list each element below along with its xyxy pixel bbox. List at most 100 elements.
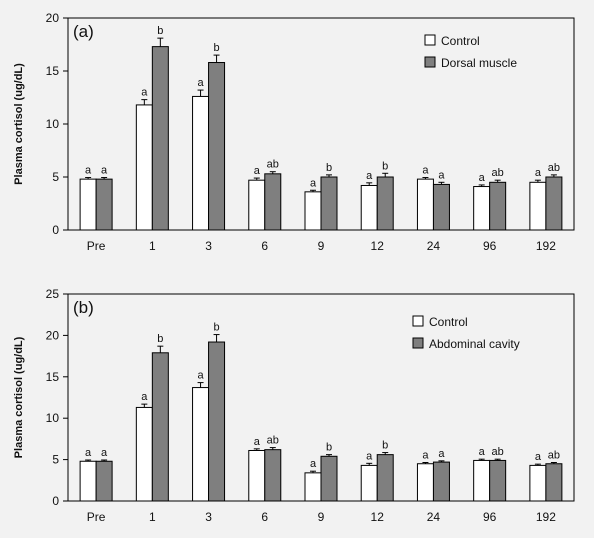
x-tick-label-b-0: Pre [87,510,106,524]
x-tick-label-a-3: 6 [261,239,268,253]
bar-a-s0-5 [360,184,378,231]
sig-letter-a-s1-0: a [101,165,108,177]
bar-b-s1-6 [432,461,450,502]
y-axis-label-a: Plasma cortisol (ug/dL) [13,63,25,185]
sig-letter-b-s1-6: a [438,448,445,460]
bar-b-s1-8 [545,463,563,502]
x-tick-label-a-5: 12 [371,239,385,253]
y-tick-label-a-2: 10 [46,117,60,131]
sig-letter-b-s0-0: a [85,447,92,459]
y-tick-label-a-4: 20 [46,11,60,25]
bar-a-s0-1 [135,104,153,231]
y-tick-label-b-1: 5 [52,453,59,467]
sig-letter-a-s1-6: a [438,169,445,181]
sig-letter-b-s1-2: b [213,322,219,334]
bar-b-s1-5 [376,454,394,502]
bar-a-s1-8 [545,176,563,231]
bar-a-s1-4 [320,176,338,231]
sig-letter-a-s1-7: ab [492,167,504,179]
y-tick-label-b-3: 15 [46,370,60,384]
x-tick-label-b-5: 12 [371,510,385,524]
bar-a-s0-8 [529,181,547,231]
x-tick-label-b-2: 3 [205,510,212,524]
bar-a-s1-6 [432,183,450,231]
y-tick-label-b-5: 25 [46,287,60,301]
y-tick-label-a-0: 0 [52,223,59,237]
bar-b-s1-0 [95,460,113,502]
bar-a-s0-3 [248,179,266,231]
sig-letter-a-s1-2: b [213,42,219,54]
sig-letter-a-s1-3: ab [267,159,279,171]
bar-a-s0-6 [416,178,434,231]
x-tick-label-a-7: 96 [483,239,497,253]
bar-a-s1-5 [376,176,394,231]
x-tick-label-b-4: 9 [318,510,325,524]
bar-a-s0-0 [79,178,97,231]
sig-letter-a-s1-1: b [157,25,163,37]
sig-letter-a-s0-4: a [310,177,317,189]
bar-b-s0-5 [360,464,378,502]
sig-letter-a-s0-1: a [141,87,148,99]
sig-letter-b-s0-4: a [310,458,317,470]
bar-a-s1-0 [95,178,113,231]
x-tick-label-a-2: 3 [205,239,212,253]
sig-letter-a-s1-5: b [382,160,388,172]
sig-letter-b-s1-1: b [157,333,163,345]
sig-letter-a-s0-2: a [197,77,204,89]
sig-letter-b-s0-7: a [479,446,486,458]
sig-letter-b-s0-3: a [254,436,261,448]
sig-letter-b-s1-8: ab [548,449,560,461]
sig-letter-b-s1-7: ab [492,446,504,458]
legend-swatch-a-0 [424,34,436,46]
legend-label-a-1: Dorsal muscle [441,56,517,70]
sig-letter-a-s1-8: ab [548,162,560,174]
y-tick-label-a-3: 15 [46,64,60,78]
legend-swatch-b-0 [412,315,424,327]
y-tick-label-b-2: 10 [46,411,60,425]
bar-b-s0-1 [135,406,153,502]
sig-letter-b-s1-0: a [101,447,108,459]
sig-letter-b-s0-1: a [141,391,148,403]
y-tick-label-b-0: 0 [52,494,59,508]
bar-a-s1-7 [489,181,507,231]
bar-a-s0-2 [192,95,210,231]
x-tick-label-b-8: 192 [536,510,556,524]
bar-b-s1-2 [208,341,226,502]
bar-b-s0-3 [248,449,266,502]
x-tick-label-a-8: 192 [536,239,556,253]
y-tick-label-b-4: 20 [46,328,60,342]
x-tick-label-b-1: 1 [149,510,156,524]
y-tick-label-a-1: 5 [52,170,59,184]
sig-letter-a-s1-4: b [326,162,332,174]
y-axis-label-b: Plasma cortisol (ug/dL) [13,336,25,458]
panel-label-a: (a) [73,22,94,41]
bar-a-s0-4 [304,191,322,231]
legend-swatch-b-1 [412,337,424,349]
sig-letter-b-s1-3: ab [267,435,279,447]
x-tick-label-b-6: 24 [427,510,441,524]
sig-letter-b-s0-5: a [366,450,373,462]
sig-letter-b-s0-6: a [422,449,429,461]
sig-letter-a-s0-5: a [366,170,373,182]
bar-b-s0-6 [416,463,434,502]
bar-b-s1-4 [320,455,338,502]
bar-b-s1-7 [489,459,507,502]
sig-letter-a-s0-8: a [535,167,542,179]
sig-letter-b-s1-4: b [326,442,332,454]
x-tick-label-b-3: 6 [261,510,268,524]
legend-label-b-0: Control [429,315,468,329]
bar-b-s1-3 [264,449,282,502]
legend-label-b-1: Abdominal cavity [429,337,520,351]
x-tick-label-a-4: 9 [318,239,325,253]
legend-label-a-0: Control [441,34,480,48]
panel-label-b: (b) [73,298,94,317]
x-tick-label-b-7: 96 [483,510,497,524]
sig-letter-a-s0-0: a [85,165,92,177]
bar-b-s0-8 [529,464,547,502]
bar-b-s1-1 [151,352,169,502]
sig-letter-b-s0-8: a [535,451,542,463]
sig-letter-b-s0-2: a [197,370,204,382]
bar-a-s0-7 [473,186,491,231]
